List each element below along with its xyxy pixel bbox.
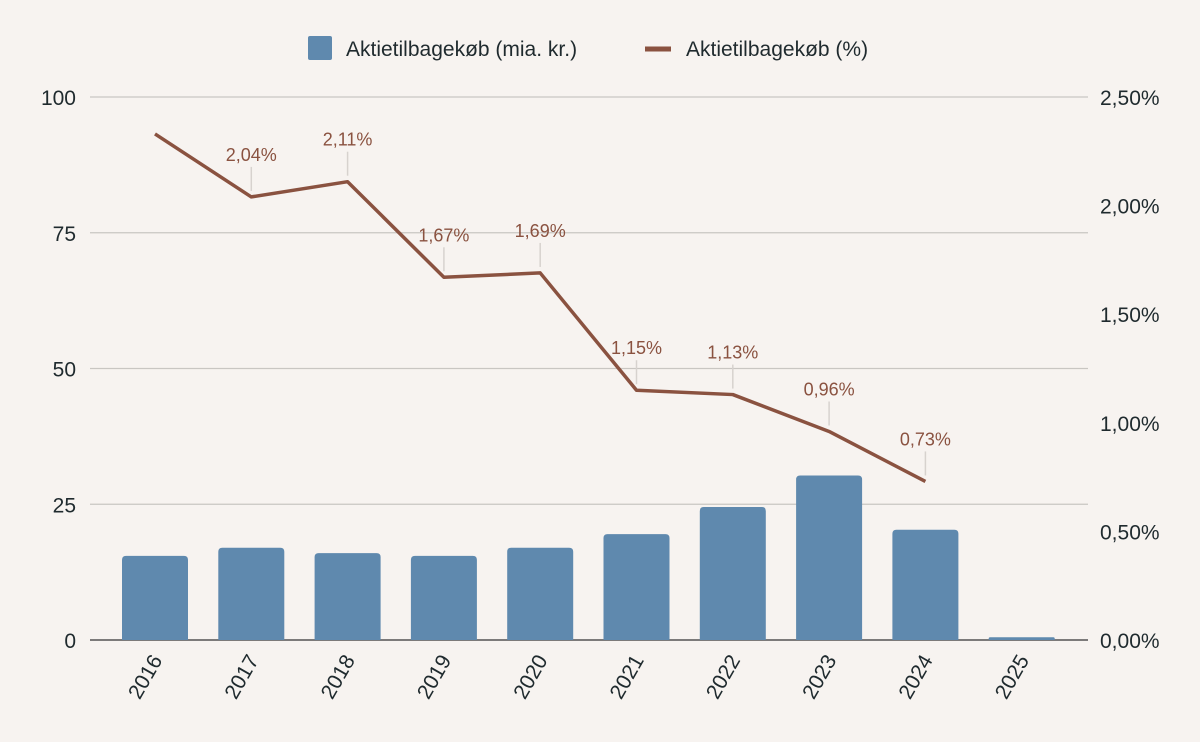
data-label: 1,15% [611, 338, 662, 358]
data-label: 1,69% [515, 221, 566, 241]
legend: Aktietilbagekøb (mia. kr.) Aktietilbagekø… [308, 36, 868, 61]
x-tick-label: 2021 [606, 651, 649, 703]
left-tick-label: 75 [53, 223, 76, 246]
bar-series [122, 475, 1055, 640]
right-tick-label: 2,00% [1100, 196, 1160, 219]
legend-bar-label: Aktietilbagekøb (mia. kr.) [346, 38, 577, 61]
bar [699, 506, 766, 640]
legend-bar-swatch [308, 36, 332, 60]
x-tick-label: 2025 [991, 651, 1034, 703]
left-y-axis: 0 25 50 75 100 [41, 87, 76, 653]
bar [122, 555, 188, 640]
x-tick-label: 2023 [798, 651, 841, 703]
left-tick-label: 100 [41, 87, 76, 110]
bar [988, 637, 1055, 640]
bar [796, 475, 863, 640]
left-tick-label: 50 [53, 359, 76, 382]
x-tick-label: 2017 [220, 651, 263, 703]
right-tick-label: 1,00% [1100, 413, 1160, 436]
x-tick-label: 2024 [894, 651, 937, 703]
bar [507, 547, 574, 640]
bar [218, 547, 285, 640]
bar [314, 553, 381, 640]
data-label: 0,96% [804, 379, 855, 399]
right-tick-label: 0,50% [1100, 521, 1160, 544]
right-y-axis: 0,00% 0,50% 1,00% 1,50% 2,00% 2,50% [1100, 87, 1160, 653]
data-label: 2,04% [226, 145, 277, 165]
legend-line-label: Aktietilbagekøb (%) [686, 38, 868, 61]
line-series: 2,04% 2,11% 1,67% 1,69% 1,15% 1,13% 0,96% 0,73% [154, 130, 951, 483]
x-tick-label: 2019 [413, 651, 456, 703]
right-tick-label: 0,00% [1100, 630, 1160, 653]
line-path [154, 132, 927, 483]
x-tick-label: 2020 [509, 651, 552, 703]
right-tick-label: 2,50% [1100, 87, 1160, 110]
data-label: 0,73% [900, 429, 951, 449]
x-tick-label: 2022 [702, 651, 745, 703]
bar [410, 555, 477, 640]
bar [603, 534, 670, 640]
left-tick-label: 0 [64, 630, 76, 653]
x-axis: 2016 2017 2018 2019 2020 2021 2022 2023 2024 2025 [124, 651, 1034, 703]
right-tick-label: 1,50% [1100, 304, 1160, 327]
data-label: 2,11% [323, 130, 373, 150]
x-tick-label: 2018 [317, 651, 360, 703]
bar [892, 529, 959, 640]
x-tick-label: 2016 [124, 651, 167, 703]
left-tick-label: 25 [53, 494, 76, 517]
data-label: 1,67% [418, 225, 469, 245]
data-label: 1,13% [707, 343, 758, 363]
